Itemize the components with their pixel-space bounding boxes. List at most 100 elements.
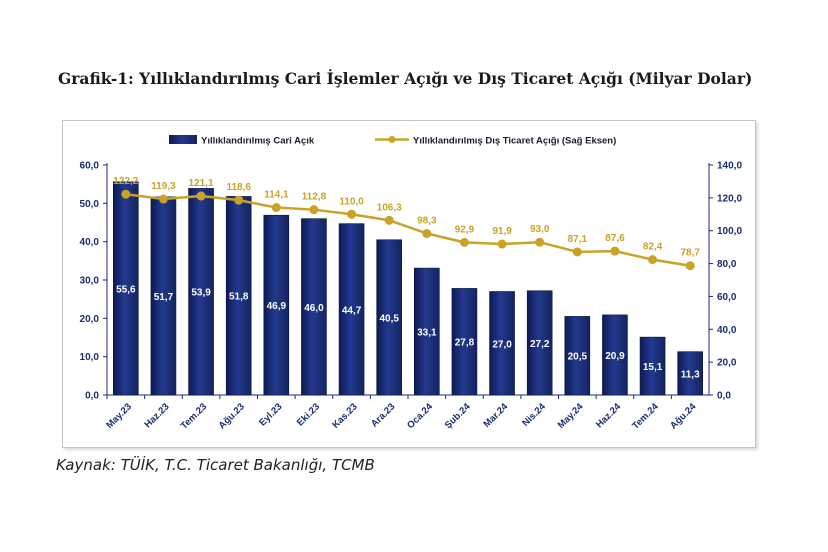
chart-frame: Yıllıklandırılmış Cari Açık Yıllıklandırı…: [62, 120, 756, 448]
line-point: [610, 246, 620, 256]
line-value-label: 91,9: [492, 226, 512, 237]
x-tick-label: Mar.24: [481, 401, 510, 430]
line-point: [196, 191, 206, 201]
data-labels: 55,6 51,7 53,9 51,8 46,9 46,0 44,7 40,5 33,1 27,8…: [113, 176, 700, 380]
y-left-tick-label: 30,0: [80, 276, 100, 287]
line-value-label: 112,8: [302, 192, 327, 203]
bar-value-label: 51,7: [154, 292, 174, 303]
legend-marker-line: [388, 136, 396, 143]
bar-value-label: 40,5: [379, 313, 399, 324]
bar: [150, 196, 177, 396]
line-point: [347, 209, 357, 219]
line-series: [121, 189, 695, 271]
bar-value-label: 20,9: [605, 351, 625, 362]
bar-value-label: 51,8: [229, 292, 249, 303]
bar-value-label: 27,8: [455, 338, 475, 349]
line-value-label: 118,6: [226, 182, 251, 193]
x-tick-label: May.23: [104, 401, 134, 431]
legend-label-bar: Yıllıklandırılmış Cari Açık: [201, 136, 315, 147]
bar-value-label: 27,0: [492, 339, 512, 350]
bar: [564, 316, 591, 396]
y-left-tick-label: 60,0: [80, 161, 100, 172]
line-value-label: 98,3: [417, 216, 437, 227]
line-point: [648, 255, 658, 265]
bar-value-label: 27,2: [530, 339, 550, 350]
bar: [188, 188, 214, 396]
line-point: [384, 215, 394, 225]
legend: Yıllıklandırılmış Cari Açık Yıllıklandırı…: [169, 135, 616, 147]
line-point: [572, 247, 582, 257]
line-point: [158, 194, 168, 204]
x-tick-label: May.24: [556, 401, 586, 431]
bar: [677, 351, 703, 396]
x-tick-label: Tem.23: [179, 401, 209, 431]
y-right-tick-label: 60,0: [717, 292, 737, 303]
line-value-label: 110,0: [339, 196, 364, 207]
bar: [602, 314, 628, 396]
bar: [489, 291, 515, 396]
x-tick-label: Kas.23: [330, 401, 359, 430]
x-tick-label: Ağu.24: [668, 401, 699, 432]
bar: [225, 196, 252, 396]
line-point: [497, 239, 507, 249]
x-tick-label: Nis.24: [520, 401, 548, 429]
y-right-tick-label: 20,0: [717, 358, 737, 369]
chart-title: Grafik-1: Yıllıklandırılmış Cari İşlemle…: [58, 69, 753, 88]
bar: [451, 288, 478, 396]
x-tick-label: Ağu.23: [217, 401, 247, 431]
line-point: [121, 189, 131, 199]
bar: [113, 181, 139, 396]
line-value-label: 93,0: [530, 224, 550, 235]
source-note: Kaynak: TÜİK, T.C. Ticaret Bakanlığı, TC…: [56, 456, 375, 474]
bars: [113, 181, 703, 396]
y-right-tick-label: 80,0: [717, 259, 737, 270]
line-value-label: 122,2: [113, 176, 138, 187]
legend-swatch-bar: [169, 135, 197, 144]
line-value-label: 121,1: [189, 178, 214, 189]
y-left-tick-label: 10,0: [80, 352, 100, 363]
x-tick-label: Eki.23: [295, 401, 322, 428]
line-value-label: 87,1: [568, 234, 588, 245]
bar-value-label: 55,6: [116, 284, 136, 295]
bar-value-label: 44,7: [342, 305, 362, 316]
bar: [376, 239, 402, 396]
bar-value-label: 46,0: [304, 303, 324, 314]
x-tick-label: Eyl.23: [257, 401, 284, 428]
y-right-tick-label: 140,0: [717, 161, 742, 172]
x-tick-label: Şub.24: [443, 401, 473, 431]
chart-svg: Yıllıklandırılmış Cari Açık Yıllıklandırı…: [80, 135, 742, 432]
y-left-tick-label: 50,0: [80, 199, 100, 210]
line-path: [125, 193, 691, 267]
bar-value-label: 53,9: [191, 288, 211, 299]
y-left-tick-label: 0,0: [85, 391, 99, 402]
bar: [414, 267, 440, 396]
line-point: [234, 195, 244, 205]
y-right-tick-label: 0,0: [717, 391, 731, 402]
line-value-label: 119,3: [151, 181, 176, 192]
bar-value-label: 33,1: [417, 328, 437, 339]
line-point: [271, 203, 281, 213]
line-point: [535, 237, 545, 247]
line-value-label: 82,4: [643, 242, 663, 253]
bar: [338, 223, 365, 396]
bar-value-label: 11,3: [681, 369, 700, 380]
x-tick-label: Tem.24: [630, 401, 661, 432]
bar: [639, 336, 666, 396]
line-point: [459, 237, 469, 247]
y-left-tick-label: 20,0: [80, 314, 100, 325]
bar-value-label: 46,9: [267, 301, 287, 312]
line-value-label: 78,7: [680, 248, 700, 259]
line-value-label: 106,3: [377, 202, 402, 213]
x-tick-label: Ara.23: [369, 401, 397, 429]
bar-value-label: 15,1: [643, 362, 663, 373]
legend-label-line: Yıllıklandırılmış Dış Ticaret Açığı (Sağ…: [413, 136, 616, 147]
y-right-tick-label: 40,0: [717, 325, 737, 336]
line-point: [309, 205, 319, 215]
y-left-tick-label: 40,0: [80, 237, 100, 248]
line-value-label: 114,1: [264, 190, 289, 201]
y-right-tick-label: 120,0: [717, 193, 742, 204]
bar: [263, 214, 290, 396]
line-point: [422, 229, 432, 239]
line-value-label: 92,9: [455, 224, 475, 235]
bar-value-label: 20,5: [568, 352, 588, 363]
